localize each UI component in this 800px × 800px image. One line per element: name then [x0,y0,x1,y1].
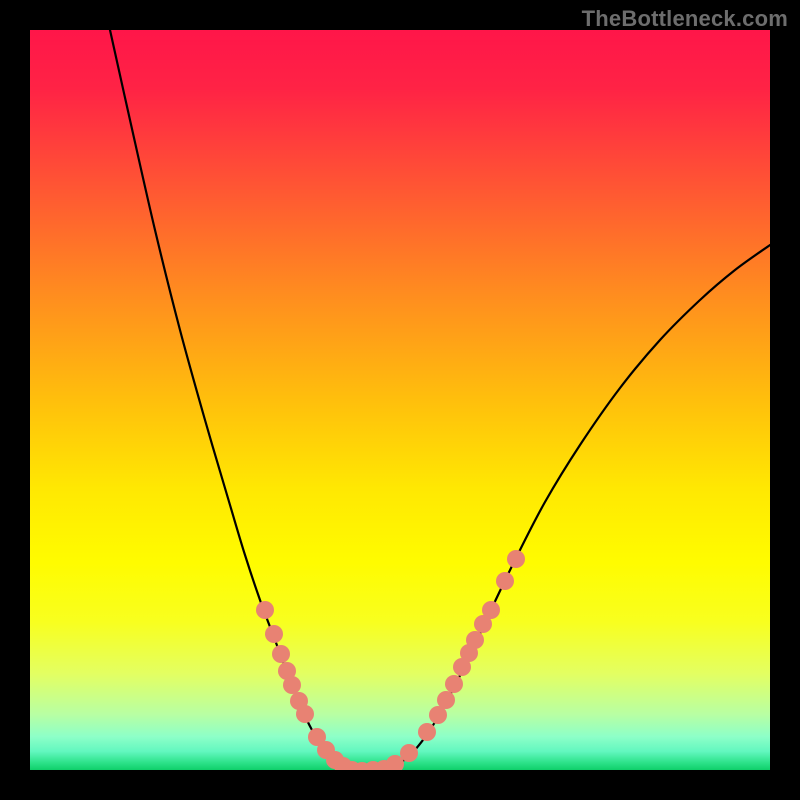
chart-frame: TheBottleneck.com [0,0,800,800]
data-marker [296,705,314,723]
plot-area [30,30,770,770]
data-marker [496,572,514,590]
data-marker [466,631,484,649]
data-marker [400,744,418,762]
data-marker [265,625,283,643]
data-marker [445,675,463,693]
gradient-background [30,30,770,770]
data-marker [272,645,290,663]
data-marker [283,676,301,694]
watermark-text: TheBottleneck.com [582,6,788,32]
data-marker [437,691,455,709]
bottleneck-curve-chart [30,30,770,770]
data-marker [256,601,274,619]
data-marker [482,601,500,619]
data-marker [507,550,525,568]
data-marker [418,723,436,741]
